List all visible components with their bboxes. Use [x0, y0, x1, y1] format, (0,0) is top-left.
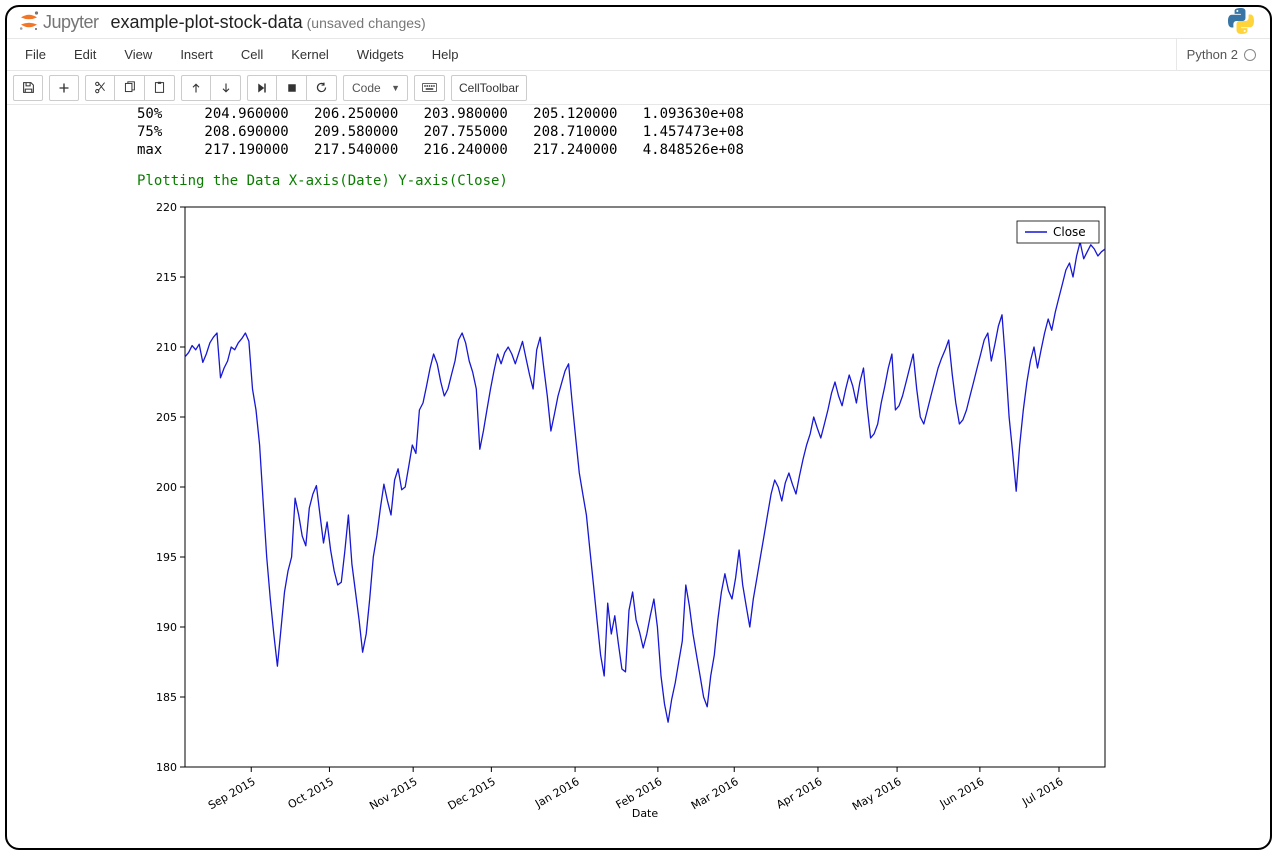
svg-text:Jul 2016: Jul 2016	[1019, 775, 1065, 809]
plus-icon	[58, 82, 70, 94]
svg-text:185: 185	[156, 691, 177, 704]
menu-cell[interactable]: Cell	[227, 41, 277, 68]
kernel-indicator: Python 2	[1176, 39, 1266, 70]
move-down-button[interactable]	[211, 75, 241, 101]
arrow-down-icon	[220, 82, 232, 94]
move-up-button[interactable]	[181, 75, 211, 101]
svg-text:190: 190	[156, 621, 177, 634]
menu-file[interactable]: File	[11, 41, 60, 68]
svg-text:220: 220	[156, 201, 177, 214]
svg-text:Oct 2015: Oct 2015	[286, 775, 336, 812]
repeat-icon	[315, 81, 328, 94]
keyboard-icon	[422, 82, 437, 93]
notebook-status: (unsaved changes)	[307, 15, 426, 31]
toolbar: Code CellToolbar	[7, 71, 1270, 105]
menu-widgets[interactable]: Widgets	[343, 41, 418, 68]
save-icon	[22, 81, 35, 94]
jupyter-logo-text: Jupyter	[43, 12, 99, 33]
svg-text:Sep 2015: Sep 2015	[206, 775, 258, 812]
arrow-up-icon	[190, 82, 202, 94]
stop-icon	[286, 82, 298, 94]
save-button[interactable]	[13, 75, 43, 101]
notebook-area[interactable]: 50% 204.960000 206.250000 203.980000 205…	[7, 105, 1270, 848]
menu-kernel[interactable]: Kernel	[277, 41, 343, 68]
run-button[interactable]	[247, 75, 277, 101]
svg-text:Nov 2015: Nov 2015	[367, 775, 419, 813]
plot-title-text: Plotting the Data X-axis(Date) Y-axis(Cl…	[137, 173, 1239, 189]
jupyter-logo[interactable]: Jupyter	[17, 9, 99, 36]
menubar: File Edit View Insert Cell Kernel Widget…	[7, 39, 1270, 71]
menu-insert[interactable]: Insert	[166, 41, 227, 68]
svg-text:180: 180	[156, 761, 177, 774]
svg-text:Mar 2016: Mar 2016	[689, 775, 741, 812]
plot-output: 180 185 190 195 200 205 210 215 220 Sep 2015 Oct 2…	[137, 201, 1117, 821]
insert-cell-button[interactable]	[49, 75, 79, 101]
celltype-select[interactable]: Code	[343, 75, 408, 101]
svg-text:Apr 2016: Apr 2016	[774, 775, 824, 812]
menu-view[interactable]: View	[110, 41, 166, 68]
svg-text:Date: Date	[632, 807, 659, 820]
copy-icon	[123, 81, 136, 94]
line-chart: 180 185 190 195 200 205 210 215 220 Sep 2015 Oct 2…	[137, 201, 1117, 821]
cut-button[interactable]	[85, 75, 115, 101]
svg-text:Close: Close	[1053, 225, 1086, 239]
copy-button[interactable]	[115, 75, 145, 101]
kernel-idle-icon	[1244, 49, 1256, 61]
celltype-select-wrap: Code	[343, 75, 408, 101]
celltoolbar-button[interactable]: CellToolbar	[451, 75, 527, 101]
interrupt-button[interactable]	[277, 75, 307, 101]
command-palette-button[interactable]	[414, 75, 445, 101]
restart-button[interactable]	[307, 75, 337, 101]
menu-help[interactable]: Help	[418, 41, 473, 68]
svg-text:205: 205	[156, 411, 177, 424]
step-forward-icon	[256, 82, 268, 94]
svg-text:210: 210	[156, 341, 177, 354]
svg-text:215: 215	[156, 271, 177, 284]
svg-text:Jun 2016: Jun 2016	[937, 775, 987, 811]
menu-edit[interactable]: Edit	[60, 41, 110, 68]
python-logo-icon	[1228, 8, 1254, 37]
svg-text:200: 200	[156, 481, 177, 494]
paste-button[interactable]	[145, 75, 175, 101]
kernel-name: Python 2	[1187, 47, 1238, 62]
jupyter-logo-icon	[17, 9, 41, 36]
cut-icon	[94, 81, 107, 94]
describe-output: 50% 204.960000 206.250000 203.980000 205…	[137, 105, 1239, 159]
svg-text:Dec 2015: Dec 2015	[446, 775, 498, 813]
svg-text:Jan 2016: Jan 2016	[532, 775, 581, 811]
svg-text:195: 195	[156, 551, 177, 564]
notebook-name[interactable]: example-plot-stock-data	[111, 12, 303, 33]
paste-icon	[153, 81, 166, 94]
app-window: Jupyter example-plot-stock-data (unsaved…	[5, 5, 1272, 850]
svg-text:May 2016: May 2016	[850, 775, 903, 813]
header: Jupyter example-plot-stock-data (unsaved…	[7, 7, 1270, 39]
